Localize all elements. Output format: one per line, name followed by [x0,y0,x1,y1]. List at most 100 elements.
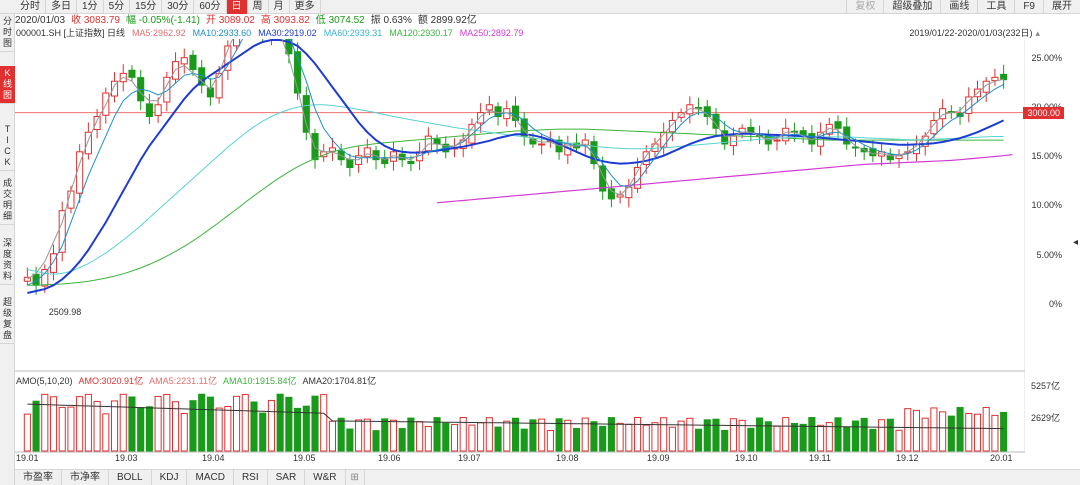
indicator-tab-0[interactable]: 市盈率 [15,470,62,485]
ma30-label: MA30:2919.02 [258,28,317,38]
tool-tab-3[interactable]: 工具 [977,0,1014,14]
volume-bar [851,420,860,452]
ma250-label: MA250:2892.79 [459,28,524,38]
period-tab-9[interactable]: 月 [269,0,290,14]
candle-body [363,147,371,158]
volume-bar [738,419,746,452]
volume-bar [756,417,764,452]
period-tab-2[interactable]: 1分 [77,0,104,14]
candle-body [433,138,441,145]
volume-bar [878,419,886,452]
date-range[interactable]: 2019/01/22-2020/01/03(232日) ▴ [909,28,1040,39]
sidebar-item-5[interactable]: 超级复盘 [0,295,15,344]
volume-bar [180,412,188,452]
volume-bar [947,415,955,452]
volume-bar [930,407,938,452]
period-tab-10[interactable]: 更多 [290,0,321,14]
ma-legend: 000001.SH [上证指数] 日线 MA5:2962.92 MA10:293… [16,28,523,39]
indicator-tab-7[interactable]: W&R [305,470,346,485]
indicator-tab-5[interactable]: RSI [234,470,268,485]
volume-bar [119,393,127,452]
volume-bar [485,417,493,452]
tool-tab-0[interactable]: 复权 [846,0,883,14]
x-axis-label: 19.06 [378,453,401,463]
indicator-tab-6[interactable]: SAR [268,470,306,485]
volume-bar [372,430,380,452]
volume-bar [782,417,790,452]
candle-body [642,151,650,165]
tool-tab-5[interactable]: 展开 [1043,0,1080,14]
candle-body [1000,73,1008,81]
volume-bar [241,394,249,452]
sidebar-item-0[interactable]: 分时图 [0,14,15,52]
period-tab-7[interactable]: 日 [226,0,248,14]
volume-bar [154,395,162,452]
candle-body [599,165,607,192]
collapse-right-icon[interactable]: ◂ [1072,237,1078,248]
volume-bar [843,426,851,452]
volume-bar [189,400,197,452]
volume-bar [825,422,833,452]
volume-bar [389,419,398,452]
ma30-line [27,39,1005,294]
volume-bar [686,417,694,452]
indicator-tab-4[interactable]: MACD [187,470,234,485]
volume-bar [32,400,40,452]
volume-bar [477,422,485,452]
volume-bar [616,422,624,452]
period-tab-0[interactable]: 分时 [15,0,46,14]
period-tab-8[interactable]: 周 [248,0,269,14]
volume-bar [110,400,119,452]
indicator-tabs: 市盈率 市净率 BOLL KDJ MACD RSI SAR W&R ⊞ [15,469,1080,485]
tool-tab-1[interactable]: 超级叠加 [883,0,940,14]
kline-chart[interactable]: 3288.452509.98 [15,39,1025,453]
period-tab-4[interactable]: 15分 [130,0,163,14]
candle-body [956,113,964,118]
volume-bar [49,396,58,452]
indicator-tab-2[interactable]: BOLL [109,470,152,485]
quote-low: 低 3074.52 [315,15,365,26]
volume-bar [729,418,737,452]
candle-body [180,57,188,65]
period-tab-6[interactable]: 60分 [194,0,227,14]
volume-bar [294,407,302,452]
volume-bar [128,396,136,452]
period-tabs: 分时 多日 1分 5分 15分 30分 60分日周月更多 [15,0,321,14]
volume-bar [337,417,345,452]
tool-tab-4[interactable]: F9 [1014,0,1043,14]
sidebar-item-4[interactable]: 深度资料 [0,236,15,285]
sidebar-item-3[interactable]: 成交明细 [0,176,15,225]
x-axis-label: 19.11 [809,453,831,463]
volume-bar [991,414,999,452]
candle-body [721,130,729,145]
volume-bar [773,425,781,452]
volume-bar [328,420,336,452]
candle-body [23,276,31,282]
ma120-label: MA120:2930.17 [389,28,453,38]
period-tab-5[interactable]: 30分 [162,0,195,14]
amo-title: AMO(5,10,20) [16,376,73,386]
indicator-tab-1[interactable]: 市净率 [62,470,109,485]
volume-bar [398,428,406,452]
volume-bar [747,427,755,452]
indicator-tab-3[interactable]: KDJ [152,470,188,485]
candle-body [189,54,197,70]
period-tab-3[interactable]: 5分 [104,0,131,14]
candle-body [729,135,737,147]
y-axis-label: 10.00% [1031,200,1062,211]
volume-bar [599,425,607,452]
indicator-tab-8[interactable]: ⊞ [346,470,365,485]
volume-bar [363,418,371,452]
volume-bar [433,417,441,452]
period-tab-1[interactable]: 多日 [46,0,77,14]
ma10-label: MA10:2933.60 [192,28,252,38]
volume-bar [817,424,825,452]
candle-body [590,141,598,165]
quote-amplitude: 振 0.63% [370,15,412,26]
expand-arrow-icon[interactable]: ▴ [1035,28,1040,38]
candle-body [84,131,92,155]
tool-tab-2[interactable]: 画线 [940,0,977,14]
volume-bar [651,422,659,452]
